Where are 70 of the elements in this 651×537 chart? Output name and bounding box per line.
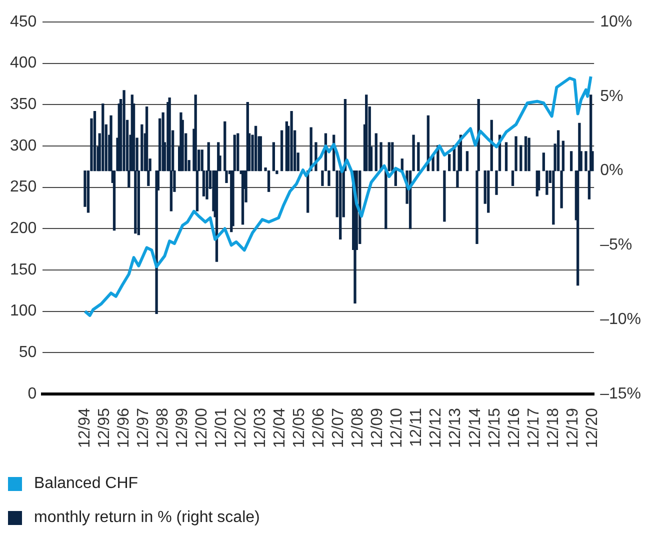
bar [524,136,528,172]
bar [236,133,240,172]
y2-tick-label: 5% [600,88,624,105]
bar [528,138,530,172]
bar [394,170,397,186]
x-tick-label: 12/16 [506,408,523,448]
x-tick-label: 12/13 [447,408,464,448]
bar [374,133,378,172]
x-tick-label: 12/97 [134,408,152,448]
bar [102,104,104,172]
bar [280,130,284,172]
x-tick-label: 12/03 [252,408,270,448]
bar [339,170,342,240]
x-tick-label: 12/08 [350,408,367,448]
x-tick-label: 12/07 [330,408,348,448]
y-tick-label: 200 [10,220,37,238]
y2-tick-label: 0% [600,162,624,180]
bar [520,145,522,172]
bar [93,110,96,172]
x-tick-label: 12/09 [369,408,386,448]
y2-tick-label: 10% [600,13,632,30]
x-tick-label: 12/19 [564,408,582,448]
bar [391,142,394,172]
y-tick-label: 450 [10,13,37,30]
x-tick-label: 12/20 [584,408,601,448]
y-tick-label: 350 [10,96,37,114]
y-tick-label: 300 [10,137,37,154]
legend-label: Balanced CHF [34,475,138,493]
x-tick-label: 12/06 [310,408,328,448]
y-tick-label: 400 [10,54,37,72]
x-tick-label: 12/18 [544,408,562,448]
bar [290,110,293,172]
legend-label: monthly return in % (right scale) [34,509,260,527]
x-tick-label: 12/02 [232,408,250,448]
x-tick-label: 12/00 [194,408,210,448]
x-tick-label: 12/99 [174,408,191,448]
x-tick-label: 12/04 [272,408,289,448]
bar [254,126,258,172]
y-tick-label: 50 [18,344,37,362]
bar [570,151,573,172]
y-tick-label: 150 [10,261,37,278]
y-tick-label: 250 [10,178,37,196]
bar [365,94,368,172]
y2-tick-label: –15% [600,385,641,402]
x-tick-label: 12/05 [291,408,308,448]
y2-tick-label: –10% [600,310,641,328]
bar [443,170,446,222]
bar [388,142,390,172]
x-tick-label: 12/17 [525,408,542,448]
x-tick-label: 12/95 [96,408,113,448]
bar [504,142,508,172]
bar [272,142,275,172]
y-tick-label: 100 [10,302,37,320]
x-tick-label: 12/98 [154,408,172,448]
x-tick-label: 12/10 [388,408,406,448]
bar [417,142,420,172]
x-tick-label: 12/12 [428,408,445,448]
x-tick-label: 12/15 [486,408,504,448]
bar [384,170,388,230]
bar [122,90,126,172]
bar [267,170,270,192]
x-tick-label: 12/94 [76,408,94,448]
y-tick-label: 0 [28,385,37,402]
x-tick-label: 12/96 [115,408,132,448]
bar [466,151,469,172]
bar [448,154,451,172]
x-tick-label: 12/14 [466,408,484,448]
x-tick-label: 12/01 [213,408,230,448]
y2-tick-label: –5% [600,236,632,254]
x-tick-label: 12/11 [408,408,426,447]
